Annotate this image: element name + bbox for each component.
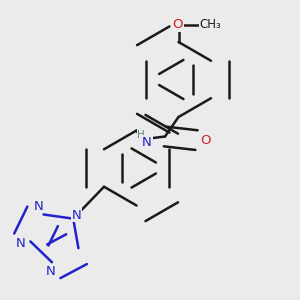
Text: O: O <box>200 134 211 147</box>
Text: O: O <box>172 18 183 32</box>
Text: N: N <box>34 200 44 212</box>
Text: CH₃: CH₃ <box>200 18 221 32</box>
Text: N: N <box>46 265 56 278</box>
Text: N: N <box>16 237 26 250</box>
Text: N: N <box>72 209 81 222</box>
Text: N: N <box>142 136 152 149</box>
Text: H: H <box>137 130 145 140</box>
